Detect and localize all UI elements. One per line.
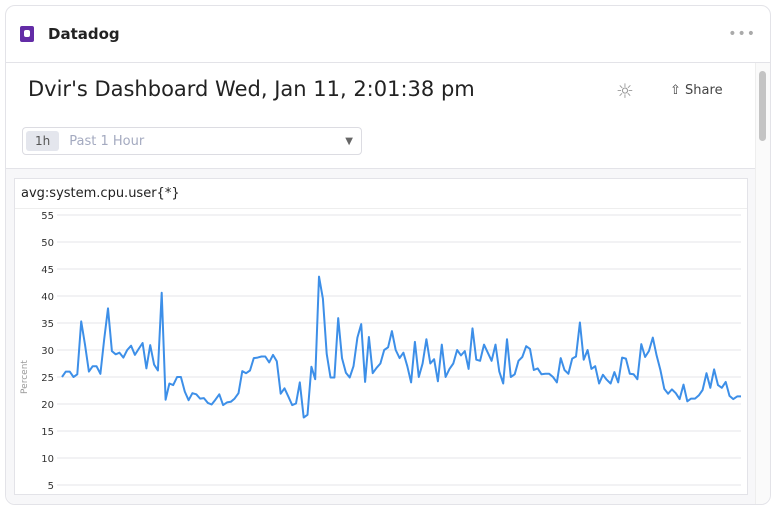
y-tick-label: 55 bbox=[41, 211, 54, 222]
scrollbar[interactable] bbox=[755, 63, 770, 504]
y-tick-label: 10 bbox=[41, 454, 54, 465]
timeframe-short: 1h bbox=[26, 131, 60, 151]
widget-title: avg:system.cpu.user{*} bbox=[15, 179, 747, 209]
datadog-logo-icon bbox=[20, 26, 34, 42]
scrollbar-thumb[interactable] bbox=[759, 71, 766, 141]
share-label: Share bbox=[685, 83, 723, 98]
y-tick-label: 30 bbox=[41, 346, 54, 357]
timeframe-label: Past 1 Hour bbox=[69, 133, 145, 149]
theme-toggle-icon[interactable]: ☼ bbox=[616, 79, 634, 103]
timeseries-widget: avg:system.cpu.user{*} 5 10 15 20 25 30 35 40 45… bbox=[14, 178, 748, 495]
app-name: Datadog bbox=[48, 25, 120, 43]
y-tick-label: 15 bbox=[41, 427, 54, 438]
y-tick-label: 5 bbox=[48, 481, 54, 492]
page-title: Dvir's Dashboard Wed, Jan 11, 2:01:38 pm bbox=[28, 77, 475, 101]
cpu-series-line bbox=[61, 275, 741, 419]
dashboard-header: Dvir's Dashboard Wed, Jan 11, 2:01:38 pm… bbox=[6, 63, 756, 169]
y-tick-label: 35 bbox=[41, 319, 54, 330]
y-axis-label: Percent bbox=[20, 360, 30, 394]
y-tick-label: 50 bbox=[41, 238, 54, 249]
app-window: Datadog ••• Dvir's Dashboard Wed, Jan 11… bbox=[5, 5, 771, 505]
y-tick-label: 25 bbox=[41, 373, 54, 384]
upload-icon: ⇧ bbox=[670, 83, 681, 98]
y-tick-label: 20 bbox=[41, 400, 54, 411]
chevron-down-icon: ▼ bbox=[345, 135, 353, 147]
y-tick-label: 40 bbox=[41, 292, 54, 303]
cpu-chart: 5 10 15 20 25 30 35 40 45 50 55 Percent bbox=[20, 211, 741, 492]
timeframe-select[interactable]: 1h Past 1 Hour ▼ bbox=[22, 127, 362, 155]
app-header: Datadog ••• bbox=[6, 6, 770, 63]
share-button[interactable]: ⇧ Share bbox=[670, 83, 723, 98]
dashboard-body: Dvir's Dashboard Wed, Jan 11, 2:01:38 pm… bbox=[6, 63, 756, 504]
more-options-icon[interactable]: ••• bbox=[728, 26, 756, 42]
y-tick-label: 45 bbox=[41, 265, 54, 276]
